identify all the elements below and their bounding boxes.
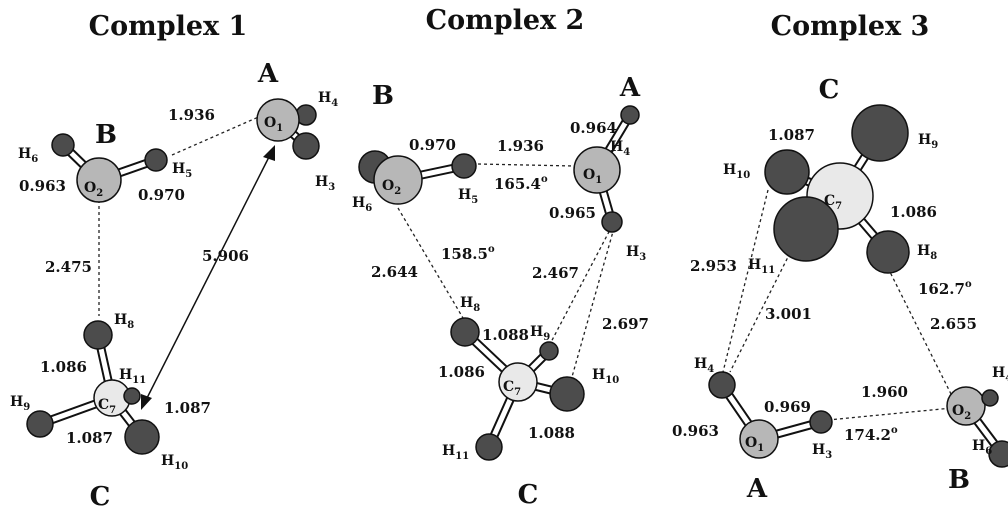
c1-atom-h5 [145, 149, 167, 171]
c3-atom-h9 [852, 105, 908, 161]
complex-3-title: Complex 3 [771, 11, 930, 42]
c3-dist-h11-h4: 3.001 [765, 305, 812, 323]
c3-dist-h3-o2: 1.960 [861, 383, 908, 401]
c2-dist-o2-h8: 2.644 [371, 263, 418, 281]
c2-molecule-c-label: C [518, 480, 539, 510]
c2-angle-o2-h5-o1: 165.4o [494, 174, 548, 193]
c1-label-h5: H5 [172, 161, 192, 180]
c1-label-h3: H3 [315, 174, 335, 193]
c1-dist-c7-h8: 1.086 [40, 358, 87, 376]
c3-label-h9: H9 [918, 132, 938, 151]
complex-2: Complex 2 A B [352, 5, 649, 510]
c1-atom-h11 [124, 388, 140, 404]
c1-atom-h9 [27, 411, 53, 437]
c2-atom-h10 [550, 377, 584, 411]
c2-dist-o2-h5: 0.970 [409, 136, 456, 154]
c3-hbond-h10-h4 [723, 190, 768, 372]
c3-dist-h10-h4: 2.953 [690, 257, 737, 275]
c3-atom-h4 [709, 372, 735, 398]
c2-molecule-a-label: A [619, 73, 641, 103]
c2-label-h10: H10 [592, 367, 619, 386]
c1-molecule-c-label: C [90, 482, 111, 510]
c2-dist-h3-h9: 2.467 [532, 264, 579, 282]
c1-arrowhead-bottom [141, 394, 152, 410]
c2-label-h9: H9 [530, 324, 550, 343]
c2-dist-c7-h10: 1.088 [528, 424, 575, 442]
c1-dist-c7-h11: 1.087 [164, 399, 211, 417]
c2-dist-c7-h8: 1.086 [438, 363, 485, 381]
c3-atom-h8 [867, 231, 909, 273]
c1-atom-h6 [52, 134, 74, 156]
c2-label-h8: H8 [460, 295, 480, 314]
c2-label-h3: H3 [626, 244, 646, 263]
c3-label-h10: H10 [723, 162, 750, 181]
c1-label-h6: H6 [18, 146, 38, 165]
c1-dist-o1-c7: 5.906 [202, 247, 249, 265]
c3-hbond-h3-o2 [828, 408, 952, 420]
c1-label-h8: H8 [114, 312, 134, 331]
c2-atom-h5 [452, 154, 476, 178]
c2-atom-h9 [540, 342, 558, 360]
c3-dist-o1-h4: 0.963 [672, 422, 719, 440]
c1-atom-h3 [293, 133, 319, 159]
c3-label-h4: H4 [694, 356, 714, 375]
c1-dist-o2-h5: 0.970 [138, 186, 185, 204]
c2-label-h5: H5 [458, 187, 478, 206]
c1-molecule-b-label: B [95, 120, 117, 150]
c2-atom-h3 [602, 212, 622, 232]
c3-dist-h8-o2: 2.655 [930, 315, 977, 333]
c2-molecule-b-label: B [372, 81, 394, 111]
c2-dist-h5-o1: 1.936 [497, 137, 544, 155]
c1-atom-h10 [125, 420, 159, 454]
c3-angle-c7-h8-o2: 162.7o [918, 279, 972, 298]
c2-hbond-h5-o1 [478, 164, 575, 166]
c3-molecule-a-label: A [746, 474, 768, 504]
c3-angle-o1-h3-o2: 174.2o [844, 425, 898, 444]
c1-atom-h8 [84, 321, 112, 349]
c1-dist-o2-h8: 2.475 [45, 258, 92, 276]
c3-label-h8: H8 [917, 243, 937, 262]
c2-atom-h8 [451, 318, 479, 346]
complex-2-title: Complex 2 [426, 5, 585, 36]
c1-arrowhead-top [263, 145, 275, 161]
c1-dist-h5-o1: 1.936 [168, 106, 215, 124]
c2-dist-o1-h4: 0.964 [570, 119, 617, 137]
c2-hbond-h3-h10 [570, 228, 614, 384]
c2-dist-c7-h9: 1.088 [482, 326, 529, 344]
complex-1: Complex 1 [10, 11, 338, 510]
c3-dist-o1-h3: 0.969 [764, 398, 811, 416]
c3-molecule-b-label: B [948, 465, 970, 495]
c3-dist-c7-h10: 1.087 [768, 126, 815, 144]
c1-label-h10: H10 [161, 453, 188, 472]
c3-atom-h10 [765, 150, 809, 194]
c2-label-h11: H11 [442, 443, 469, 462]
c3-label-h4b: H4 [992, 365, 1008, 384]
complex-1-title: Complex 1 [89, 11, 248, 42]
c1-dist-c7-h10: 1.087 [66, 429, 113, 447]
c1-label-h9: H9 [10, 394, 30, 413]
c1-dist-o2-h6: 0.963 [19, 177, 66, 195]
c3-atom-h4b [982, 390, 998, 406]
c3-atom-h3 [810, 411, 832, 433]
c3-label-h3: H3 [812, 442, 832, 461]
c2-atom-h11 [476, 434, 502, 460]
c1-label-h4: H4 [318, 90, 338, 109]
c2-dist-h3-h10: 2.697 [602, 315, 649, 333]
c2-dist-o1-h3: 0.965 [549, 204, 596, 222]
c3-dist-c7-h8: 1.086 [890, 203, 937, 221]
c2-atom-h4 [621, 106, 639, 124]
c2-angle-o2-h8-c7: 158.5o [441, 244, 495, 263]
c3-label-h11: H11 [748, 257, 775, 276]
c1-molecule-a-label: A [257, 59, 279, 89]
c2-label-h6: H6 [352, 195, 372, 214]
complex-3: Complex 3 C A [672, 11, 1008, 504]
c3-molecule-c-label: C [819, 75, 840, 105]
